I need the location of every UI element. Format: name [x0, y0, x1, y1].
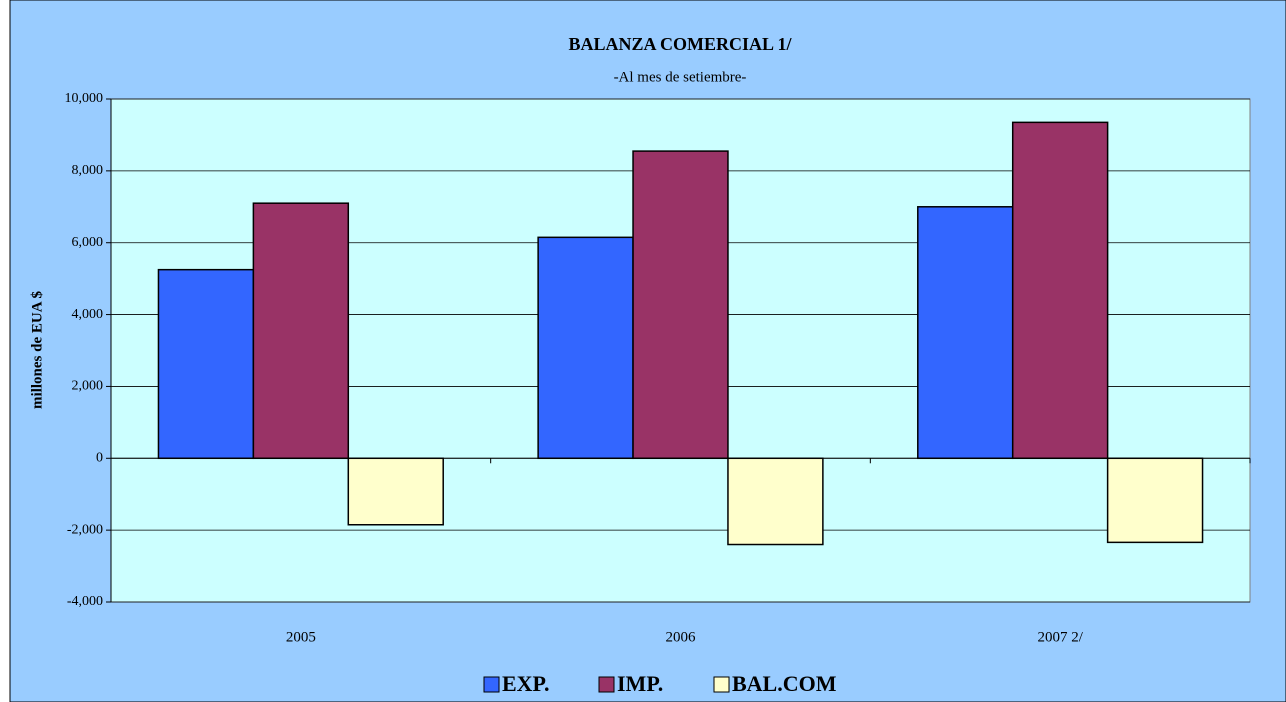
bar [157, 268, 255, 460]
legend-label: IMP. [617, 671, 663, 696]
bar [1106, 457, 1204, 544]
y-axis-label: millones de EUA $ [29, 291, 45, 409]
y-tick-label: 6,000 [72, 235, 104, 250]
chart-subtitle: -Al mes de setiembre- [614, 69, 747, 85]
legend-label: BAL.COM [732, 671, 837, 696]
bar [727, 457, 824, 546]
y-tick-label: 4,000 [72, 307, 104, 322]
y-tick-label: 8,000 [72, 163, 104, 178]
legend-swatch [598, 676, 615, 693]
y-tick-label: 10,000 [65, 91, 104, 106]
y-tick-label: 0 [96, 451, 103, 466]
bar [252, 202, 350, 460]
legend-swatch [713, 676, 730, 693]
y-tick-label: -4,000 [67, 594, 103, 609]
x-tick-label: 2005 [286, 629, 316, 645]
x-tick-label: 2006 [666, 629, 697, 645]
bar [632, 150, 729, 460]
y-tick-label: 2,000 [72, 379, 104, 394]
bar [537, 236, 634, 460]
bar [1011, 121, 1109, 460]
x-tick-label: 2007 2/ [1037, 629, 1083, 645]
y-tick-label: -2,000 [67, 522, 103, 537]
chart-title: BALANZA COMERCIAL 1/ [568, 34, 792, 54]
bar [347, 457, 444, 526]
legend-label: EXP. [502, 671, 549, 696]
bar [917, 206, 1014, 460]
legend-swatch [483, 676, 500, 693]
